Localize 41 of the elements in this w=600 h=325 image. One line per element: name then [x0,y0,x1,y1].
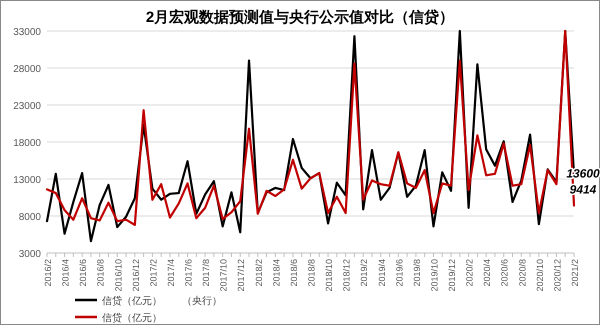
y-tick-label: 28000 [13,64,42,75]
x-tick-label: 2019/8 [412,259,422,287]
x-tick-label: 2016/2 [43,259,53,287]
x-tick-label: 2016/8 [96,259,106,287]
x-tick-label: 2020/2 [464,259,475,287]
x-tick-label: 2016/6 [78,259,88,287]
x-tick-label: 2017/4 [166,259,176,287]
x-tick-label: 2018/10 [324,259,334,292]
x-tick-label: 2016/12 [130,259,141,292]
x-tick-label: 2017/8 [201,259,212,287]
legend-label: 信贷（亿元） [102,312,162,324]
x-tick-label: 2018/12 [342,259,352,292]
y-tick-label: 23000 [13,101,42,112]
x-tick-label: 2017/6 [184,259,194,287]
x-tick-label: 2018/8 [306,259,316,287]
y-tick-label: 8000 [18,212,42,223]
y-tick-label: 18000 [13,138,42,149]
x-tick-label: 2020/8 [517,259,528,287]
y-tick-label: 13000 [13,175,42,186]
x-tick-label: 2020/6 [500,259,510,287]
x-tick-label: 2019/12 [447,259,458,292]
chart-title: 2月宏观数据预测值与央行公示值对比（信贷） [146,8,454,26]
x-tick-label: 2020/10 [534,259,545,292]
x-tick-label: 2020/4 [482,259,492,287]
x-tick-label: 2018/6 [288,259,299,287]
x-tick-label: 2016/4 [60,259,71,287]
x-tick-label: 2021/2 [570,259,580,287]
x-tick-label: 2020/12 [552,259,562,292]
x-tick-label: 2019/2 [359,259,370,287]
x-tick-label: 2017/12 [236,259,246,292]
y-tick-label: 33000 [13,27,42,38]
legend-label: 信贷（亿元） （央行） [102,295,222,307]
x-tick-label: 2018/2 [254,259,264,287]
x-tick-label: 2019/4 [376,259,387,287]
x-tick-label: 2017/10 [218,259,229,292]
x-tick-label: 2019/6 [394,259,404,287]
y-tick-label: 3000 [18,249,42,260]
x-tick-label: 2019/10 [429,259,440,292]
x-tick-label: 2017/2 [148,259,158,287]
x-tick-label: 2018/4 [271,259,282,287]
x-tick-label: 2016/10 [113,259,124,292]
